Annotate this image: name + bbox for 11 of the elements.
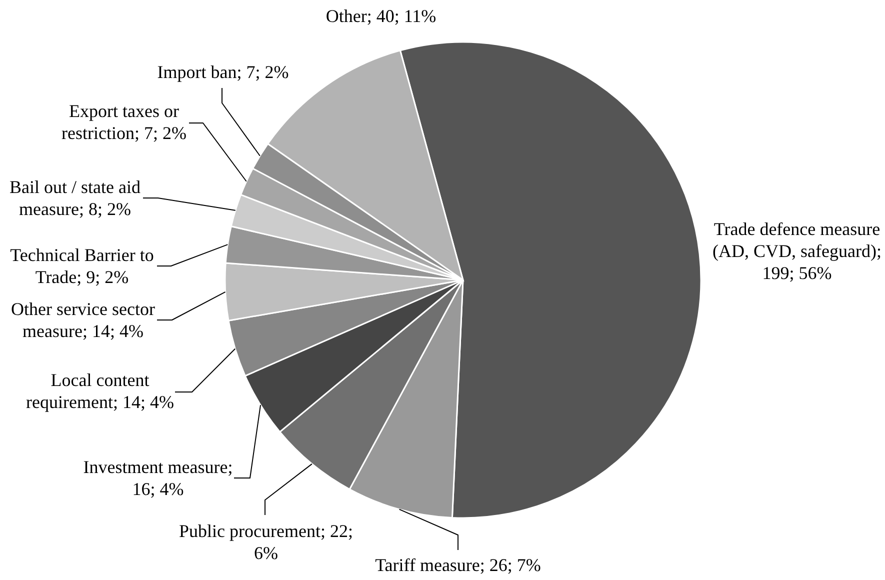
slice-label: Tariff measure; 26; 7% bbox=[375, 555, 541, 575]
slice-label: Public procurement; 22; 6% bbox=[179, 521, 353, 563]
slice-label: Other service sector measure; 14; 4% bbox=[11, 299, 155, 341]
slice-label: Technical Barrier to Trade; 9; 2% bbox=[10, 245, 154, 287]
slice-label: Export taxes or restriction; 7; 2% bbox=[62, 101, 186, 143]
slice-label: Local content requirement; 14; 4% bbox=[26, 370, 174, 412]
slice-label: Investment measure; 16; 4% bbox=[83, 457, 233, 499]
slice-label: Import ban; 7; 2% bbox=[157, 62, 289, 82]
slice-label: Other; 40; 11% bbox=[326, 6, 436, 26]
slice-label: Bail out / state aid measure; 8; 2% bbox=[10, 177, 140, 219]
slice-label: Trade defence measure (AD, CVD, safeguard); 199; 56% bbox=[712, 219, 882, 283]
